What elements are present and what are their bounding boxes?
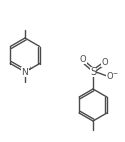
Text: S: S xyxy=(90,67,96,77)
Text: O: O xyxy=(102,58,108,66)
Text: O: O xyxy=(107,72,113,81)
Text: +: + xyxy=(28,65,32,70)
Text: O: O xyxy=(80,55,86,63)
Text: −: − xyxy=(112,70,118,76)
Text: N: N xyxy=(22,67,28,77)
